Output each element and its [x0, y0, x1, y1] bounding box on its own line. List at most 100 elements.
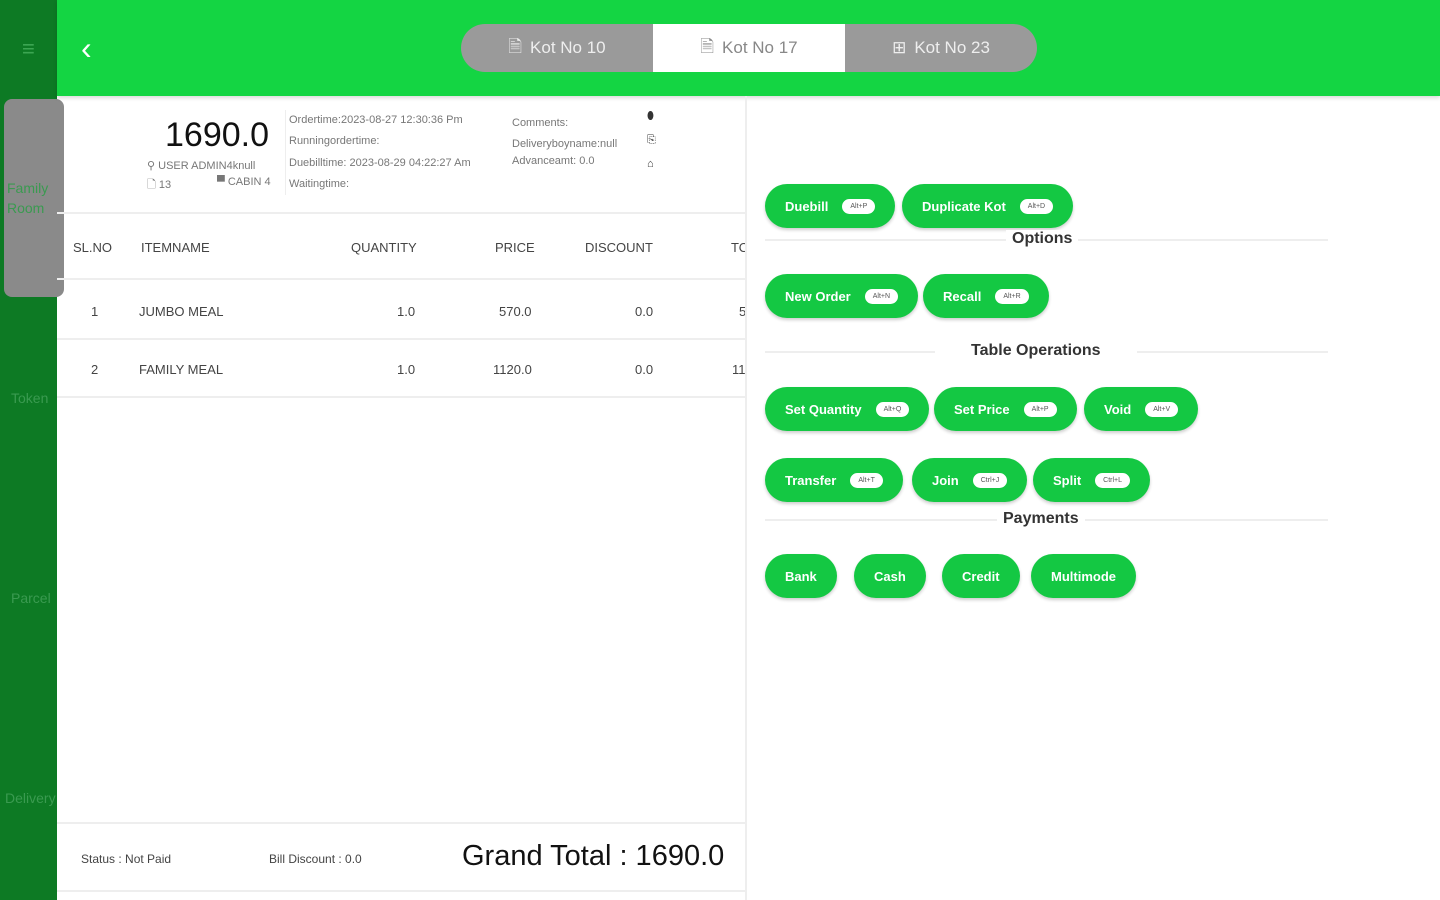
bank-button[interactable]: Bank [765, 554, 837, 598]
kot-tabs: 🗎 Kot No 10 🗎 Kot No 17 ⊞ Kot No 23 [461, 24, 1037, 72]
tab-label: Kot No 23 [914, 38, 990, 57]
user-info: ⚲ USER ADMIN4knull [147, 159, 255, 172]
button-label: Void [1104, 401, 1132, 417]
credit-button[interactable]: Credit [942, 554, 1020, 598]
runningordertime: Runningordertime: [289, 135, 380, 147]
col-discount: DISCOUNT [585, 240, 653, 255]
button-label: Set Price [954, 401, 1010, 417]
payments-heading: Payments [997, 510, 1085, 528]
button-label: Transfer [785, 472, 837, 488]
order-amount: 1690.0 [165, 116, 269, 154]
options-heading: Options [1006, 230, 1079, 248]
button-label: Credit [962, 568, 1000, 584]
cash-button[interactable]: Cash [854, 554, 926, 598]
shortcut-badge: Alt+R [995, 288, 1029, 304]
table-row[interactable]: 1 JUMBO MEAL 1.0 570.0 0.0 570.0 [57, 282, 747, 340]
button-label: New Order [785, 288, 851, 304]
shortcut-badge: Alt+D [1019, 198, 1054, 214]
col-total: TOTAL [731, 240, 745, 255]
button-label: Multimode [1051, 568, 1116, 584]
shortcut-badge: Alt+P [842, 198, 876, 214]
ordertime: Ordertime:2023-08-27 12:30:36 Pm [289, 114, 463, 126]
cell-quantity: 1.0 [397, 304, 416, 319]
split-button[interactable]: Split Ctrl+L [1033, 458, 1151, 502]
document-icon: 🗎 [508, 36, 523, 56]
button-label: Duebill [785, 198, 829, 214]
cell-price: 1120.0 [493, 362, 532, 377]
grand-total: Grand Total : 1690.0 [462, 840, 725, 872]
location-icon: ⬮ [647, 110, 654, 122]
sidebar: ≡ Family Room Token Parcel Delivery [0, 0, 64, 900]
deliveryboy: Deliveryboyname:null [512, 138, 618, 150]
cell-itemname: JUMBO MEAL [139, 304, 224, 319]
exit-icon: ⎘ [647, 134, 656, 146]
shortcut-badge: Ctrl+J [972, 472, 1008, 488]
tab-label: Kot No 17 [722, 38, 798, 57]
shortcut-badge: Alt+T [850, 472, 883, 488]
waitingtime: Waitingtime: [289, 178, 350, 190]
cell-itemname: FAMILY MEAL [139, 362, 224, 377]
shortcut-badge: Ctrl+L [1095, 472, 1131, 488]
table-operations-heading: Table Operations [935, 342, 1137, 360]
shortcut-badge: Alt+Q [875, 401, 910, 417]
back-arrow-icon[interactable]: ‹ [81, 30, 92, 66]
button-label: Cash [874, 568, 906, 584]
void-button[interactable]: Void Alt+V [1084, 387, 1199, 431]
tab-kot-10[interactable]: 🗎 Kot No 10 [461, 24, 653, 72]
duplicate-kot-button[interactable]: Duplicate Kot Alt+D [902, 184, 1074, 228]
set-quantity-button[interactable]: Set Quantity Alt+Q [765, 387, 930, 431]
table-row[interactable]: 2 FAMILY MEAL 1.0 1120.0 0.0 1120.0 [57, 340, 746, 398]
button-label: Set Quantity [785, 401, 862, 417]
order-summary: 1690.0 ⚲ USER ADMIN4knull 🗋 13 ▀ CABIN 4… [57, 96, 745, 214]
kot-info: 🗋 13 [147, 176, 171, 195]
actions-panel: Duebill Alt+P Duplicate Kot Alt+D Options … [765, 96, 1440, 900]
order-panel: 1690.0 ⚲ USER ADMIN4knull 🗋 13 ▀ CABIN 4… [57, 96, 747, 900]
button-label: Split [1053, 472, 1082, 488]
header: ‹ 🗎 Kot No 10 🗎 Kot No 17 ⊞ Kot No 23 [57, 0, 1440, 96]
cell-slno: 1 [91, 304, 99, 319]
button-label: Bank [785, 568, 817, 584]
menu-icon[interactable]: ≡ [22, 36, 35, 61]
shortcut-badge: Alt+V [1145, 401, 1179, 417]
table-icon: ▀ [217, 176, 228, 188]
col-quantity: QUANTITY [351, 240, 417, 255]
user-icon: ⚲ [147, 160, 159, 172]
shortcut-badge: Alt+N [864, 288, 899, 304]
button-label: Join [932, 472, 959, 488]
shortcut-badge: Alt+P [1023, 401, 1057, 417]
recall-button[interactable]: Recall Alt+R [923, 274, 1049, 318]
sidebar-item-token[interactable]: Token [11, 390, 49, 406]
duebilltime: Duebilltime: 2023-08-29 04:22:27 Am [289, 157, 471, 169]
sidebar-selected-bg [4, 99, 64, 297]
join-button[interactable]: Join Ctrl+J [912, 458, 1028, 502]
kot-number: 13 [158, 179, 172, 191]
cell-discount: 0.0 [635, 304, 654, 319]
col-price: PRICE [495, 240, 535, 255]
set-price-button[interactable]: Set Price Alt+P [934, 387, 1077, 431]
sidebar-item-delivery[interactable]: Delivery [5, 790, 56, 806]
tab-kot-17[interactable]: 🗎 Kot No 17 [653, 24, 845, 72]
grid-icon: ⊞ [892, 38, 907, 57]
sidebar-item-family-room[interactable]: Family Room [7, 180, 49, 216]
order-footer: Status : Not Paid Bill Discount : 0.0 Gr… [57, 822, 745, 892]
transfer-button[interactable]: Transfer Alt+T [765, 458, 903, 502]
cell-discount: 0.0 [635, 362, 654, 377]
duebill-button[interactable]: Duebill Alt+P [765, 184, 896, 228]
col-slno: SL.NO [73, 240, 113, 255]
cell-total: 570.0 [739, 304, 747, 319]
button-label: Duplicate Kot [922, 198, 1006, 214]
cell-quantity: 1.0 [397, 362, 416, 377]
sidebar-item-parcel[interactable]: Parcel [11, 590, 51, 606]
col-itemname: ITEMNAME [141, 240, 210, 255]
new-order-button[interactable]: New Order Alt+N [765, 274, 919, 318]
tab-kot-23[interactable]: ⊞ Kot No 23 [845, 24, 1037, 72]
multimode-button[interactable]: Multimode [1031, 554, 1136, 598]
payment-status: Status : Not Paid [81, 852, 172, 866]
table-info: ▀ CABIN 4 [217, 176, 271, 188]
bill-discount: Bill Discount : 0.0 [269, 852, 362, 866]
table-header: SL.NO ITEMNAME QUANTITY PRICE DISCOUNT T… [57, 214, 745, 280]
cell-price: 570.0 [499, 304, 532, 319]
advance-amount: Advanceamt: 0.0 [512, 155, 595, 167]
user-name: USER ADMIN4knull [158, 160, 256, 172]
cell-total: 1120.0 [732, 362, 746, 377]
